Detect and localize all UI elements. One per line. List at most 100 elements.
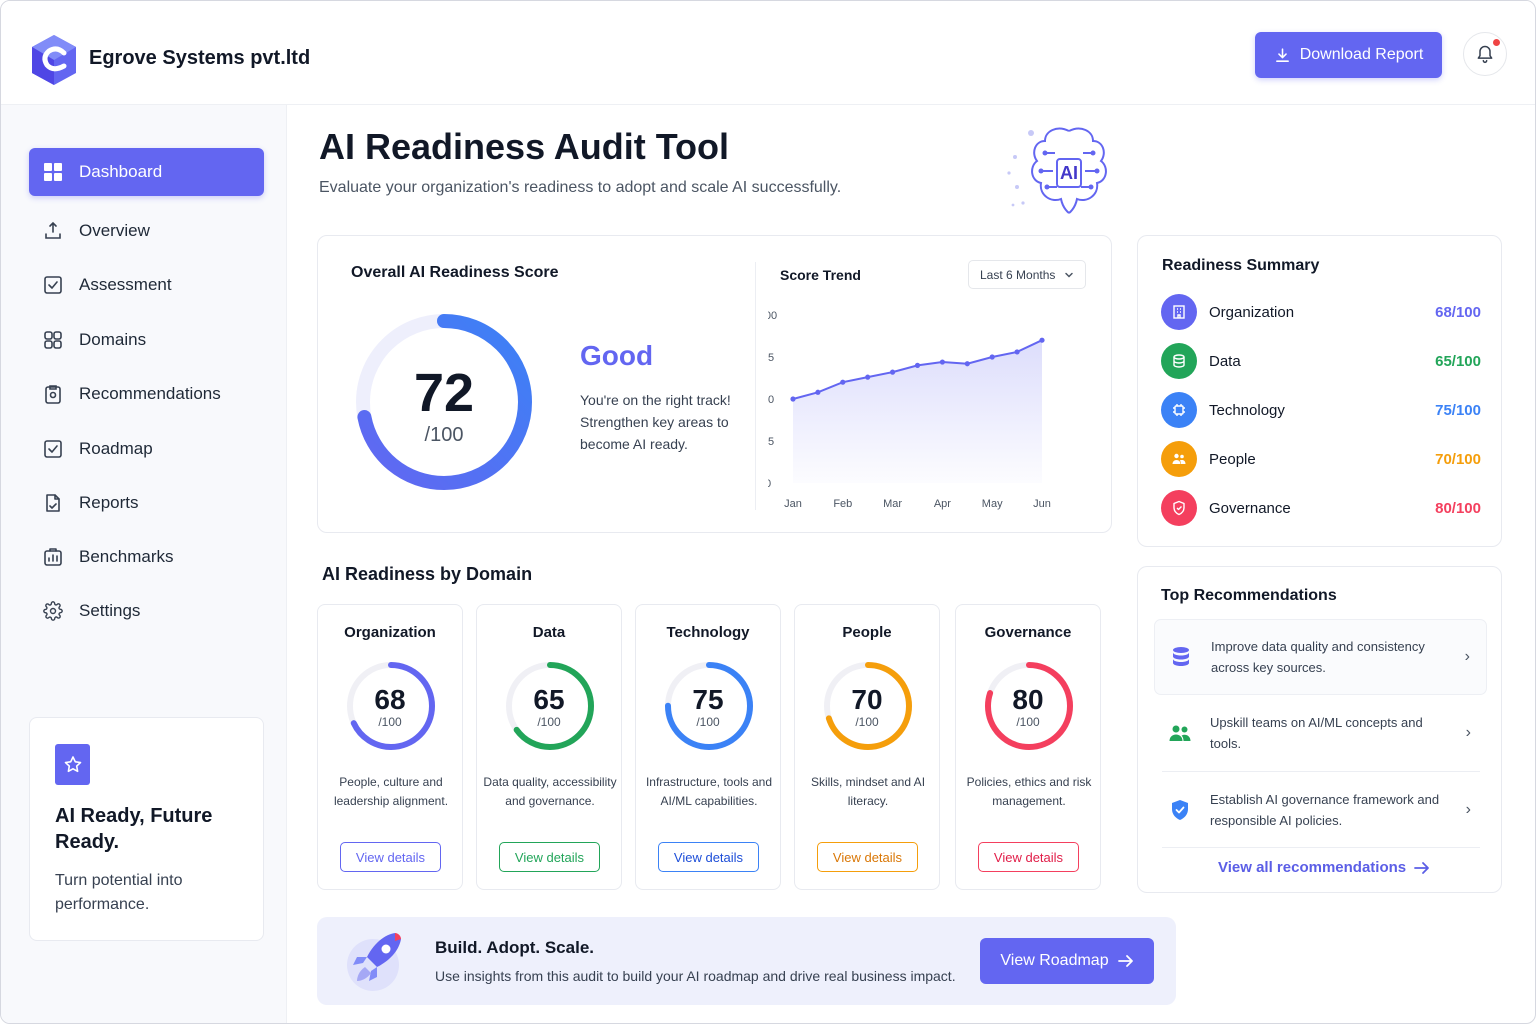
view-all-label: View all recommendations bbox=[1218, 859, 1407, 876]
domain-card-organization: Organization 68 /100 People, culture and… bbox=[317, 604, 463, 890]
sidebar-item-recommendations[interactable]: Recommendations bbox=[29, 370, 264, 418]
trend-point bbox=[815, 389, 821, 395]
overall-score-title: Overall AI Readiness Score bbox=[351, 264, 559, 281]
trend-range-select[interactable]: Last 6 Months bbox=[968, 260, 1086, 289]
readiness-summary-card: Readiness Summary Organization 68/100 Da… bbox=[1137, 235, 1502, 547]
top-recommendations-card: Top Recommendations Improve data quality… bbox=[1137, 566, 1502, 893]
sidebar-item-dashboard[interactable]: Dashboard bbox=[29, 148, 264, 196]
summary-row-governance[interactable]: Governance 80/100 bbox=[1161, 490, 1481, 526]
recommendation-text: Upskill teams on AI/ML concepts and tool… bbox=[1210, 715, 1423, 751]
sidebar-item-reports[interactable]: Reports bbox=[29, 479, 264, 527]
trend-point bbox=[840, 379, 846, 385]
view-all-recommendations-link[interactable]: View all recommendations bbox=[1218, 859, 1430, 876]
chip-icon bbox=[1161, 392, 1197, 428]
domain-score-value: 68 bbox=[374, 684, 406, 715]
domain-score-max: /100 bbox=[1016, 715, 1040, 729]
x-tick-label: Jun bbox=[1033, 498, 1051, 510]
trend-area bbox=[793, 340, 1042, 483]
rating-label: Good bbox=[580, 340, 654, 371]
x-tick-label: Mar bbox=[883, 498, 902, 510]
domain-score-ring bbox=[824, 662, 912, 750]
summary-score: 80/100 bbox=[1435, 499, 1481, 517]
domain-card-data: Data 65 /100 Data quality, accessibility… bbox=[476, 604, 622, 890]
view-details-button[interactable]: View details bbox=[499, 842, 600, 872]
building-icon bbox=[1161, 294, 1197, 330]
arrow-right-icon bbox=[1414, 861, 1430, 874]
trend-point bbox=[989, 354, 995, 360]
rating-message: You're on the right track! Strengthen ke… bbox=[580, 392, 731, 452]
sidebar-item-domains[interactable]: Domains bbox=[29, 316, 264, 364]
trend-point bbox=[1039, 337, 1045, 343]
sidebar-item-assessment[interactable]: Assessment bbox=[29, 261, 264, 309]
sidebar: Dashboard Overview Assessment Domains Re… bbox=[1, 105, 287, 1023]
domain-card-governance: Governance 80 /100 Policies, ethics and … bbox=[955, 604, 1101, 890]
banner-title: Build. Adopt. Scale. bbox=[435, 938, 594, 957]
domain-score-value: 75 bbox=[692, 684, 724, 715]
chevron-down-icon bbox=[1065, 272, 1074, 278]
view-details-button[interactable]: View details bbox=[340, 842, 441, 872]
domain-score-max: /100 bbox=[696, 715, 720, 729]
sidebar-item-roadmap[interactable]: Roadmap bbox=[29, 425, 264, 473]
page-subtitle: Evaluate your organization's readiness t… bbox=[319, 179, 842, 196]
benchmark-icon bbox=[44, 548, 62, 566]
recommendation-text: Establish AI governance framework and re… bbox=[1210, 792, 1440, 828]
download-report-button[interactable]: Download Report bbox=[1255, 32, 1442, 78]
sidebar-item-label: Benchmarks bbox=[79, 547, 174, 566]
recommendation-item[interactable]: Upskill teams on AI/ML concepts and tool… bbox=[1154, 695, 1487, 771]
star-badge-icon bbox=[55, 744, 90, 785]
domain-name: Governance bbox=[984, 624, 1072, 641]
ai-brain-label: AI bbox=[1060, 163, 1078, 183]
view-details-button[interactable]: View details bbox=[978, 842, 1079, 872]
view-roadmap-button[interactable]: View Roadmap bbox=[980, 938, 1154, 984]
recommendation-item[interactable]: Establish AI governance framework and re… bbox=[1154, 772, 1487, 848]
view-roadmap-label: View Roadmap bbox=[1000, 952, 1109, 969]
readiness-summary-title: Readiness Summary bbox=[1162, 257, 1320, 274]
summary-label: Technology bbox=[1209, 401, 1285, 419]
bell-icon bbox=[1477, 45, 1493, 64]
sidebar-item-label: Settings bbox=[79, 601, 141, 620]
dashboard-grid-icon bbox=[44, 163, 62, 181]
summary-score: 75/100 bbox=[1435, 401, 1481, 419]
banner-subtitle: Use insights from this audit to build yo… bbox=[435, 968, 956, 984]
sidebar-item-label: Dashboard bbox=[79, 162, 163, 181]
summary-row-technology[interactable]: Technology 75/100 bbox=[1161, 392, 1481, 428]
recommendation-item[interactable]: Improve data quality and consistency acr… bbox=[1154, 619, 1487, 695]
summary-row-people[interactable]: People 70/100 bbox=[1161, 441, 1481, 477]
summary-row-organization[interactable]: Organization 68/100 bbox=[1161, 294, 1481, 330]
view-details-button[interactable]: View details bbox=[658, 842, 759, 872]
sidebar-item-overview[interactable]: Overview bbox=[29, 207, 264, 255]
domain-description: Data quality, accessibility and governan… bbox=[483, 775, 617, 808]
view-details-button[interactable]: View details bbox=[817, 842, 918, 872]
shield-icon bbox=[1161, 490, 1197, 526]
notifications-button[interactable] bbox=[1463, 32, 1507, 76]
y-tick-label: 50 bbox=[768, 394, 774, 406]
sidebar-item-benchmarks[interactable]: Benchmarks bbox=[29, 533, 264, 581]
overall-score-max: /100 bbox=[424, 424, 464, 446]
summary-label: Data bbox=[1209, 352, 1241, 370]
domain-name: People bbox=[842, 624, 892, 641]
domains-grid-icon bbox=[44, 331, 62, 349]
cta-banner: Build. Adopt. Scale. Use insights from t… bbox=[317, 917, 1176, 1005]
overall-score-card: Overall AI Readiness Score 72 /100 Good … bbox=[317, 235, 1112, 533]
chevron-right-icon: › bbox=[1464, 648, 1470, 665]
top-header: Egrove Systems pvt.ltd Download Report bbox=[1, 1, 1535, 105]
rocket-icon bbox=[347, 933, 401, 991]
x-tick-label: Feb bbox=[833, 498, 852, 510]
trend-point bbox=[890, 369, 896, 375]
promo-title: AI Ready, Future Ready. bbox=[55, 805, 213, 853]
people-icon bbox=[1161, 441, 1197, 477]
trend-point bbox=[914, 362, 921, 368]
sidebar-item-label: Recommendations bbox=[79, 384, 221, 403]
clipboard-icon bbox=[45, 385, 61, 404]
arrow-right-icon bbox=[1117, 955, 1133, 967]
domain-score-max: /100 bbox=[537, 715, 561, 729]
shield-check-icon bbox=[1168, 798, 1192, 822]
summary-row-data[interactable]: Data 65/100 bbox=[1161, 343, 1481, 379]
sidebar-item-settings[interactable]: Settings bbox=[29, 587, 264, 635]
divider bbox=[1162, 771, 1480, 772]
x-tick-label: May bbox=[982, 498, 1003, 510]
promo-subtitle: Turn potential into performance. bbox=[55, 872, 183, 913]
promo-card: AI Ready, Future Ready. Turn potential i… bbox=[29, 717, 264, 941]
ai-brain-icon: AI bbox=[1007, 127, 1107, 214]
x-tick-label: Apr bbox=[934, 498, 951, 510]
